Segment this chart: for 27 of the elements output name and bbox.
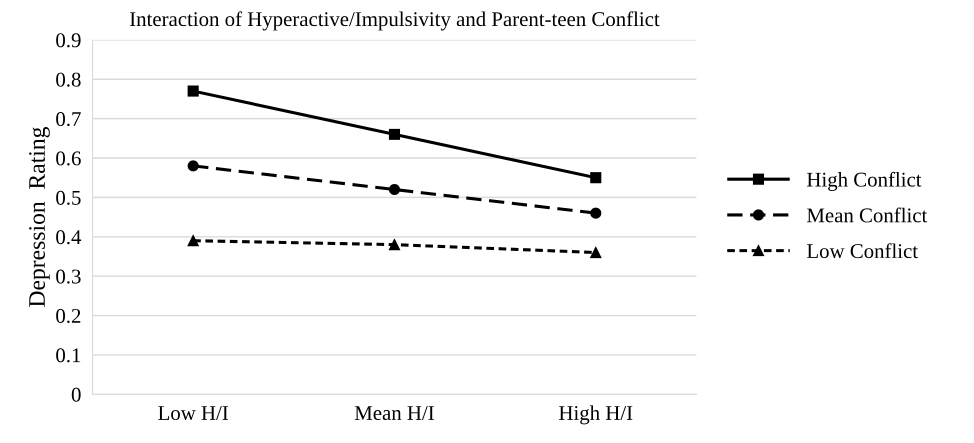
point	[388, 184, 400, 196]
legend-label: High Conflict	[807, 172, 922, 191]
y-tick-label: 0.4	[56, 230, 82, 244]
x-tick-label: High H/I	[559, 405, 632, 424]
x-tick-label: Mean H/I	[354, 406, 434, 420]
point	[388, 128, 400, 140]
y-tick-label: 0.1	[56, 348, 80, 362]
y-tick-label: 0	[72, 388, 81, 402]
point	[188, 235, 199, 246]
point	[590, 246, 602, 258]
chart-title: Interaction of Hyperactive/Impulsivity and Parent-teen Conflict	[130, 11, 660, 30]
y-tick-label: 0.9	[56, 33, 81, 48]
legend-label: Mean Conflict	[807, 208, 928, 222]
point	[188, 160, 199, 172]
point	[188, 86, 199, 97]
y-tick-label: 0.8	[56, 72, 81, 87]
y-axis-title: Depression Rating	[29, 127, 50, 307]
legend-label: Low Conflict	[807, 243, 918, 258]
y-tick-label: 0.5	[56, 190, 81, 205]
x-tick-label: Low H/I	[158, 406, 228, 420]
y-tick-label: 0.7	[56, 112, 81, 126]
point	[590, 172, 602, 184]
point	[388, 239, 400, 250]
point	[590, 208, 602, 219]
y-tick-label: 0.2	[56, 308, 80, 324]
y-tick-label: 0.3	[56, 270, 81, 284]
y-tick-label: 0.6	[56, 151, 81, 166]
